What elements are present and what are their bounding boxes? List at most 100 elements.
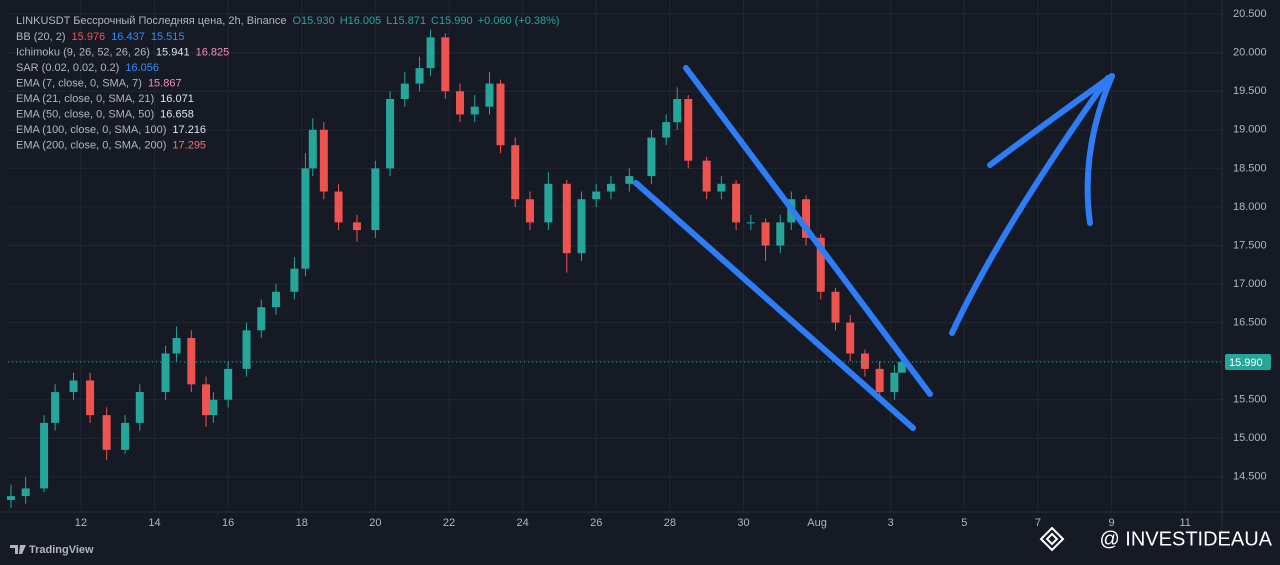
indicator-value: 15.867 <box>148 77 182 89</box>
y-tick-label: 18.500 <box>1233 162 1267 174</box>
candle-body <box>746 222 755 224</box>
indicator-label: BB (20, 2) <box>16 31 66 43</box>
y-tick-label: 20.000 <box>1233 47 1267 59</box>
candle-body <box>544 183 553 223</box>
watermark: @ INVESTIDEAUA <box>1099 528 1272 550</box>
x-tick-label: 7 <box>1035 517 1041 529</box>
candle-body <box>242 330 251 369</box>
indicator-value: 16.071 <box>160 93 194 105</box>
candle-body <box>290 268 299 292</box>
candle-body <box>102 415 111 450</box>
y-tick-label: 18.000 <box>1233 201 1267 213</box>
candle-body <box>562 183 571 254</box>
candle-body <box>69 380 78 393</box>
candle-body <box>647 137 656 177</box>
indicator-label: Ichimoku (9, 26, 52, 26, 26) <box>16 46 150 58</box>
candle-body <box>415 68 424 84</box>
candle-body <box>308 129 317 169</box>
candle-body <box>319 129 328 192</box>
candle-body <box>271 291 280 308</box>
indicator-label: EMA (7, close, 0, SMA, 7) <box>16 77 142 89</box>
trend-line <box>683 65 933 397</box>
indicator-value: 16.825 <box>196 46 230 58</box>
candle-body <box>121 422 130 450</box>
y-tick-label: 15.500 <box>1233 394 1267 406</box>
indicator-label: EMA (50, close, 0, SMA, 50) <box>16 108 154 120</box>
candle-body <box>577 199 586 254</box>
candle-body <box>592 191 601 200</box>
brand: TradingView <box>29 544 94 556</box>
arrow-stem <box>949 75 1111 336</box>
x-tick-label: 26 <box>590 517 602 529</box>
candle-body <box>684 98 693 161</box>
candle-body <box>875 368 884 393</box>
candle-body <box>776 222 785 246</box>
candle-body <box>816 237 825 292</box>
indicator-value: 16.056 <box>125 62 159 74</box>
last-price-box <box>1225 353 1271 370</box>
candle-body <box>831 291 840 323</box>
x-tick-label: 9 <box>1109 517 1115 529</box>
candle-body <box>51 392 60 423</box>
candle-body <box>334 191 343 223</box>
candle-body <box>456 91 465 115</box>
candle-body <box>485 83 494 107</box>
y-tick-label: 15.000 <box>1233 432 1267 444</box>
candle-body <box>6 496 15 500</box>
candle-body <box>441 37 450 92</box>
x-tick-label: 12 <box>75 517 87 529</box>
plot <box>6 29 1222 508</box>
indicator-label: EMA (200, close, 0, SMA, 200) <box>16 139 166 151</box>
candle-body <box>802 199 811 238</box>
candle-body <box>86 380 95 416</box>
candle-body <box>860 353 869 369</box>
candle-body <box>257 307 266 331</box>
indicator-value: 15.515 <box>151 31 185 43</box>
x-tick-label: 5 <box>961 517 967 529</box>
y-tick-label: 19.000 <box>1233 124 1267 136</box>
ohlc-value: C15.990 <box>431 15 473 27</box>
logo <box>10 545 26 554</box>
x-tick-label: Aug <box>807 517 827 529</box>
candle-body <box>606 183 615 192</box>
candle-body <box>717 183 726 192</box>
arrow-head <box>1084 73 1115 226</box>
x-tick-label: 3 <box>888 517 894 529</box>
trend-line <box>633 180 916 431</box>
watermark-logo <box>1039 526 1065 552</box>
candle-body <box>161 353 170 393</box>
y-tick-label: 17.000 <box>1233 278 1267 290</box>
arrow-head <box>987 73 1115 168</box>
candle-body <box>187 338 196 385</box>
candle-body <box>209 399 218 416</box>
indicator-value: 17.216 <box>172 124 206 136</box>
candle-body <box>525 199 534 223</box>
candle-body <box>426 37 435 69</box>
x-tick-label: 14 <box>148 517 160 529</box>
candle-body <box>846 322 855 354</box>
candle-body <box>702 160 711 192</box>
x-tick-label: 22 <box>443 517 455 529</box>
candle-body <box>625 176 634 184</box>
candle-body <box>662 122 671 138</box>
candle-body <box>40 422 49 489</box>
candle-body <box>761 222 770 246</box>
x-tick-label: 20 <box>369 517 381 529</box>
candle-body <box>224 368 233 400</box>
candle-body <box>732 183 741 223</box>
candle-body <box>301 168 310 269</box>
candle-body <box>202 384 211 416</box>
x-tick-label: 24 <box>516 517 528 529</box>
y-tick-label: 19.500 <box>1233 85 1267 97</box>
y-tick-label: 17.500 <box>1233 239 1267 251</box>
candle-body <box>352 222 361 231</box>
indicator-label: EMA (100, close, 0, SMA, 100) <box>16 124 166 136</box>
indicator-value: 15.976 <box>72 31 106 43</box>
x-tick-label: 18 <box>296 517 308 529</box>
last-price-label: 15.990 <box>1229 357 1263 369</box>
candle-body <box>496 83 505 146</box>
indicator-value: 17.295 <box>172 139 206 151</box>
candle-body <box>511 145 520 200</box>
